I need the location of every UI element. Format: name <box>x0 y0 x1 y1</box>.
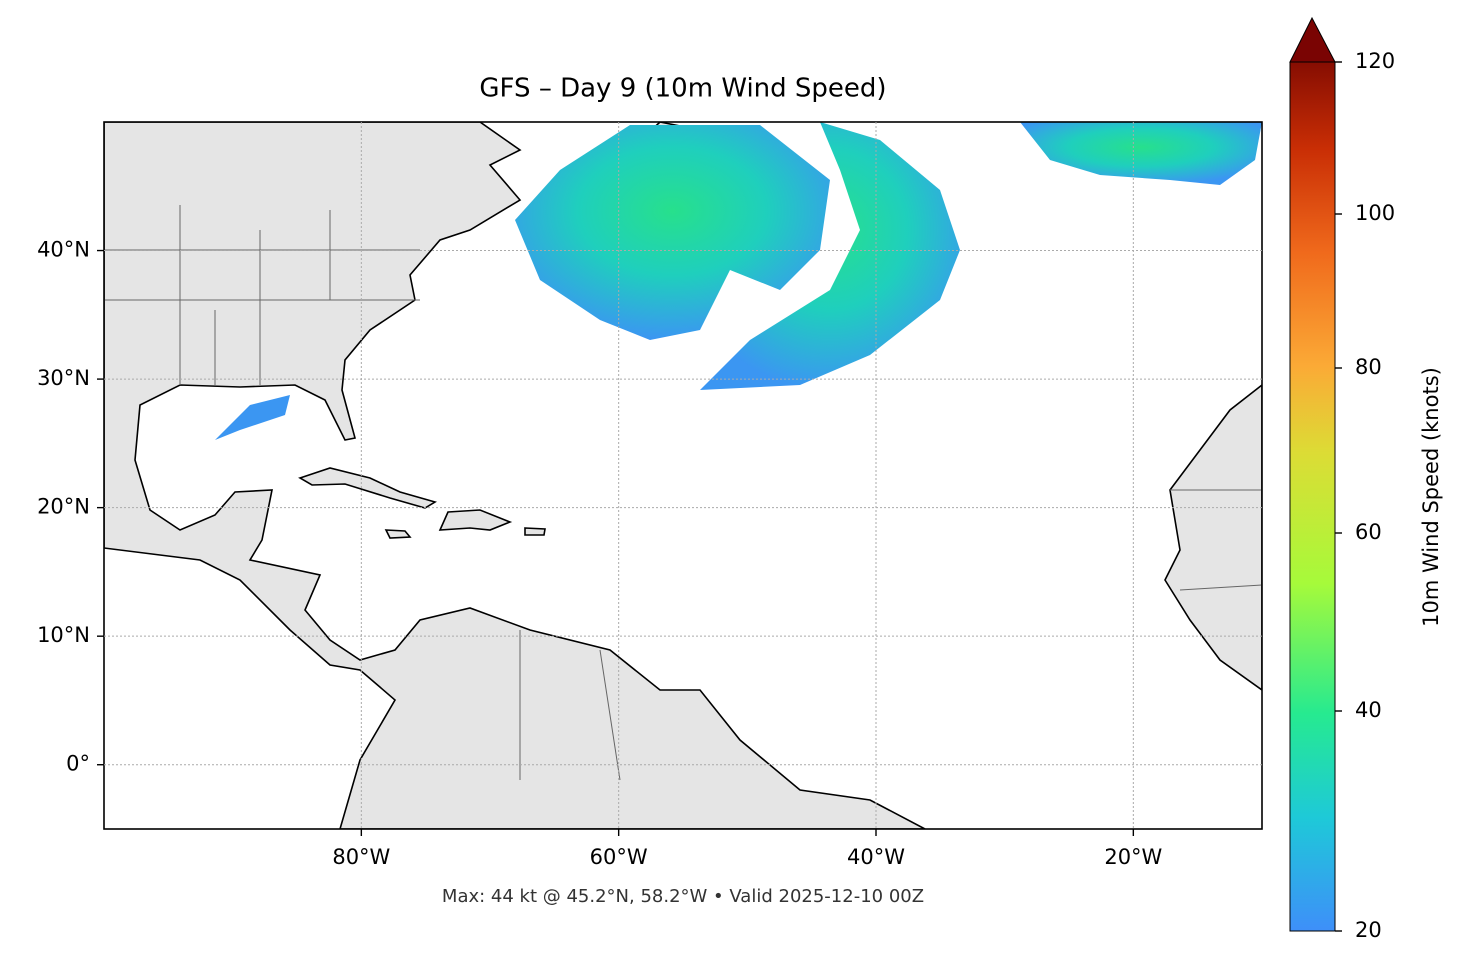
wind-field <box>215 395 290 440</box>
y-tick-label: 0° <box>66 752 90 776</box>
borders <box>104 205 1262 781</box>
chart-title: GFS – Day 9 (10m Wind Speed) <box>479 74 886 104</box>
hispaniola <box>438 509 513 531</box>
colorbar-extend <box>1289 16 1336 63</box>
x-tick-label: 80°W <box>332 845 390 869</box>
colorbar-tick-label: 120 <box>1355 49 1395 73</box>
y-tick-label: 20°N <box>37 495 90 519</box>
puerto-rico <box>524 527 546 536</box>
map <box>104 122 1262 829</box>
wind-field <box>700 122 960 390</box>
y-tick-label: 40°N <box>37 238 90 262</box>
wind-field <box>1020 122 1262 185</box>
colorbar-label: 10m Wind Speed (knots) <box>1419 367 1443 627</box>
cuba <box>298 467 437 509</box>
footer: Max: 44 kt @ 45.2°N, 58.2°W • Valid 2025… <box>442 886 924 907</box>
y-tick-label: 30°N <box>37 366 90 390</box>
x-tick-label: 60°W <box>590 845 648 869</box>
colorbar-tick-label: 60 <box>1355 520 1382 544</box>
americas <box>104 122 926 829</box>
y-tick-label: 10°N <box>37 623 90 647</box>
wind-field <box>515 125 830 340</box>
colorbar-tick-label: 80 <box>1355 355 1382 379</box>
colorbar-tick-label: 100 <box>1355 201 1395 225</box>
colorbar <box>1289 61 1336 932</box>
colorbar-tick-label: 40 <box>1355 698 1382 722</box>
map-frame <box>103 121 1263 830</box>
africa <box>1164 383 1262 691</box>
jamaica <box>384 529 412 539</box>
x-tick-label: 40°W <box>847 845 905 869</box>
colorbar-tick-label: 20 <box>1355 918 1382 942</box>
x-tick-label: 20°W <box>1104 845 1162 869</box>
